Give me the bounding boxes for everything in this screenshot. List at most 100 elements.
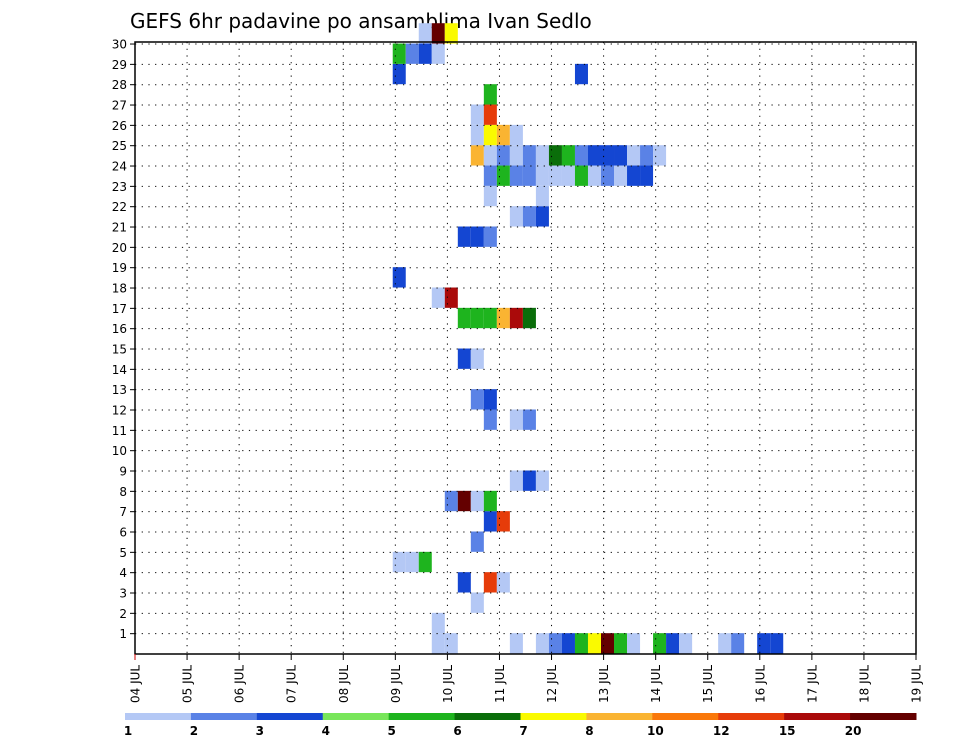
y-tick-label: 24 — [112, 160, 127, 174]
legend-swatch — [322, 713, 390, 720]
heatmap-cell — [535, 145, 549, 166]
x-tick-label: 15 JUL — [701, 665, 715, 703]
heatmap-cell — [470, 389, 484, 410]
heatmap-cell — [444, 287, 458, 308]
y-tick-label: 3 — [119, 587, 127, 601]
y-tick-label: 6 — [119, 526, 127, 540]
x-tick-label: 09 JUL — [389, 665, 403, 703]
heatmap-cell — [653, 145, 667, 166]
legend-swatch — [388, 713, 456, 720]
heatmap-cell — [483, 490, 497, 512]
heatmap-cell — [574, 633, 588, 654]
y-tick-label: 30 — [112, 38, 127, 52]
heatmap-cell — [614, 633, 628, 654]
legend-swatch — [454, 713, 521, 720]
heatmap-cell — [483, 226, 497, 247]
y-axis: 1234567891011121314151617181920212223242… — [112, 38, 135, 641]
y-tick-label: 1 — [119, 627, 127, 641]
heatmap-cell — [470, 592, 484, 613]
heatmap-cell — [627, 145, 641, 166]
y-tick-label: 15 — [112, 343, 127, 357]
heatmap-cell — [718, 633, 732, 654]
heatmap-cell — [561, 165, 575, 186]
legend-label: 2 — [190, 724, 198, 738]
heatmap-cell — [470, 104, 484, 125]
heatmap-cell — [535, 185, 549, 207]
heatmap-cell — [470, 226, 484, 247]
y-tick-label: 4 — [119, 566, 127, 580]
legend-swatch — [190, 713, 258, 720]
legend-label: 7 — [519, 724, 527, 738]
legend-label: 1 — [124, 724, 132, 738]
heatmap-cell — [731, 633, 745, 654]
heatmap-cell — [457, 572, 471, 593]
heatmap-cell — [627, 633, 641, 654]
x-tick-label: 14 JUL — [649, 665, 663, 703]
heatmap-cell — [444, 490, 458, 512]
y-tick-label: 26 — [112, 119, 127, 133]
legend-swatch — [586, 713, 653, 720]
heatmap-cell — [614, 145, 628, 166]
y-tick-label: 29 — [112, 58, 127, 72]
y-tick-label: 14 — [112, 363, 127, 377]
heatmap-cell — [509, 633, 523, 654]
heatmap-cell — [431, 287, 445, 308]
x-tick-label: 12 JUL — [545, 665, 559, 703]
legend-swatch — [256, 713, 324, 720]
heatmap-cell — [470, 145, 484, 166]
heatmap-cell — [470, 348, 484, 369]
heatmap-cell — [483, 409, 497, 430]
heatmap-cell — [483, 104, 497, 125]
y-tick-label: 22 — [112, 200, 127, 214]
heatmap-cell — [470, 307, 484, 329]
heatmap-cell — [457, 307, 471, 329]
heatmap-cell — [574, 63, 588, 85]
heatmap-cell — [548, 165, 562, 186]
heatmap-cell — [614, 165, 628, 186]
x-tick-label: 13 JUL — [597, 665, 611, 703]
heatmap-cell — [535, 165, 549, 186]
heatmap-cell — [522, 470, 536, 491]
x-tick-label: 16 JUL — [753, 665, 767, 703]
x-tick-label: 05 JUL — [181, 665, 195, 703]
y-tick-label: 19 — [112, 261, 127, 275]
x-tick-label: 08 JUL — [337, 665, 351, 703]
y-tick-label: 2 — [119, 607, 127, 621]
heatmap-cell — [653, 633, 667, 654]
heatmap-cell — [483, 511, 497, 532]
color-legend: 1 2 3 4 5 6 7 8 10 12 15 20 — [124, 713, 917, 738]
legend-swatch — [520, 713, 587, 720]
y-tick-label: 7 — [119, 505, 127, 519]
heatmap-cell — [457, 348, 471, 369]
x-tick-label: 18 JUL — [857, 665, 871, 703]
heatmap-cell — [431, 612, 445, 634]
y-tick-label: 27 — [112, 99, 127, 113]
heatmap-cell — [509, 307, 523, 329]
heatmap-cell — [509, 206, 523, 227]
heatmap-cell — [431, 23, 445, 44]
heatmap-cell — [457, 226, 471, 247]
heatmap-cell — [496, 307, 510, 329]
y-tick-label: 8 — [119, 485, 127, 499]
legend-swatch — [850, 713, 917, 720]
plot-frame — [134, 41, 917, 655]
y-tick-label: 25 — [112, 139, 127, 153]
heatmap-cell — [483, 145, 497, 166]
legend-label: 6 — [453, 724, 461, 738]
heatmap-cell — [757, 633, 771, 654]
legend-label: 4 — [322, 724, 330, 738]
legend-label: 15 — [779, 724, 796, 738]
heatmap-cells — [392, 23, 784, 654]
heatmap-cell — [640, 165, 654, 186]
y-tick-label: 28 — [112, 78, 127, 92]
heatmap-cell — [587, 165, 601, 186]
heatmap-cell — [640, 145, 654, 166]
legend-swatch — [784, 713, 851, 720]
heatmap-cell — [392, 551, 406, 573]
heatmap-cell — [509, 470, 523, 491]
heatmap-cell — [535, 633, 549, 654]
heatmap-cell — [561, 633, 575, 654]
x-tick-label: 17 JUL — [805, 665, 819, 703]
heatmap-cell — [457, 490, 471, 512]
heatmap-cell — [431, 633, 445, 654]
